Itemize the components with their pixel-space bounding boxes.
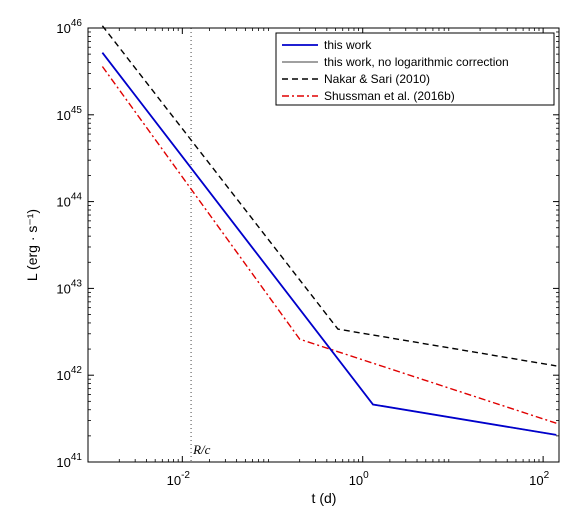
y-axis-label: L (erg · s⁻¹) xyxy=(24,209,40,281)
legend-label-this-work: this work xyxy=(324,38,372,52)
y-tick-label: 1044 xyxy=(56,192,82,210)
legend-label-nakar-sari-2010: Nakar & Sari (2010) xyxy=(324,72,430,86)
series-shussman-et-al-2016b xyxy=(101,66,557,424)
series-this-work xyxy=(101,52,557,436)
r-over-c-label: R/c xyxy=(192,442,211,457)
y-tick-label: 1043 xyxy=(56,278,82,296)
data-layer: R/c xyxy=(101,25,557,462)
x-tick-label: 100 xyxy=(349,470,369,488)
x-tick-label: 102 xyxy=(529,470,549,488)
y-tick-label: 1042 xyxy=(56,365,82,383)
plot-area-frame xyxy=(87,27,560,463)
legend-box xyxy=(275,32,555,106)
x-axis-label: t (d) xyxy=(312,490,337,506)
series-nakar-sari-2010 xyxy=(101,25,557,367)
y-tick-label: 1046 xyxy=(56,18,82,36)
y-tick-label: 1045 xyxy=(56,105,82,123)
legend: this work this work, no logarithmic corre… xyxy=(275,32,555,106)
legend-label-shussman-et-al-2016b: Shussman et al. (2016b) xyxy=(324,89,455,103)
x-tick-label: 10-2 xyxy=(167,470,191,488)
legend-label-this-work-no-logarithmic-correction: this work, no logarithmic correction xyxy=(324,55,509,69)
series-this-work-no-logarithmic-correction xyxy=(101,52,557,436)
y-tick-label: 1041 xyxy=(56,452,82,470)
